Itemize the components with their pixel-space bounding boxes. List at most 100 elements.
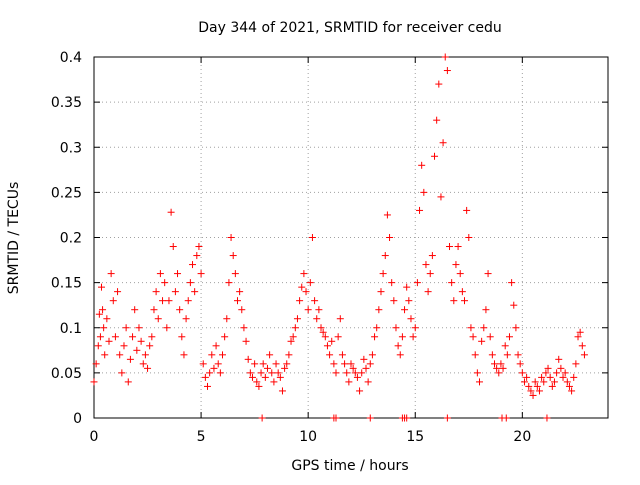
data-point: [576, 328, 584, 336]
data-point: [317, 324, 325, 332]
data-point: [401, 306, 409, 314]
data-point: [550, 378, 558, 386]
data-point: [420, 188, 428, 196]
data-point: [557, 364, 565, 372]
data-point: [538, 373, 546, 381]
data-point: [471, 351, 479, 359]
data-point: [553, 369, 561, 377]
data-point: [488, 351, 496, 359]
data-point: [446, 243, 454, 251]
data-point: [169, 243, 177, 251]
data-point: [105, 337, 113, 345]
data-point: [315, 306, 323, 314]
data-point: [283, 360, 291, 368]
data-point: [124, 378, 132, 386]
data-point: [323, 342, 331, 350]
data-point: [129, 333, 137, 341]
data-point: [392, 324, 400, 332]
data-point: [373, 324, 381, 332]
data-point: [398, 333, 406, 341]
data-point: [486, 333, 494, 341]
data-point: [193, 252, 201, 260]
data-point: [407, 315, 415, 323]
data-point: [437, 193, 445, 201]
data-point: [499, 364, 507, 372]
chart-title: Day 344 of 2021, SRMTID for receiver ced…: [198, 20, 501, 36]
data-point: [386, 234, 394, 241]
data-point: [439, 139, 447, 147]
data-point: [555, 355, 563, 363]
data-point: [338, 351, 346, 359]
data-point: [306, 279, 314, 287]
data-point: [219, 351, 226, 359]
data-point: [497, 360, 505, 368]
data-point: [568, 387, 576, 395]
data-point: [133, 346, 141, 354]
data-point: [319, 328, 327, 336]
data-point: [212, 342, 220, 350]
data-point: [336, 315, 344, 323]
data-point: [390, 297, 398, 305]
data-point: [461, 297, 469, 305]
data-point: [371, 333, 379, 341]
data-point: [330, 360, 338, 368]
zero-data-point: [502, 414, 510, 422]
data-point: [379, 270, 387, 278]
y-tick-label: 0.15: [51, 276, 82, 292]
data-point: [441, 53, 449, 61]
x-tick-label: 0: [90, 429, 99, 445]
data-point: [242, 337, 250, 345]
data-point: [480, 324, 488, 332]
data-point: [116, 351, 124, 359]
data-point: [463, 206, 471, 214]
data-point: [101, 351, 109, 359]
data-point: [238, 306, 246, 314]
y-tick-label: 0.4: [60, 50, 82, 66]
data-point: [450, 297, 458, 305]
data-point: [291, 324, 299, 332]
data-point: [266, 351, 274, 359]
data-point: [171, 288, 179, 296]
data-point: [229, 252, 237, 260]
data-point: [514, 351, 522, 359]
data-point: [381, 252, 389, 260]
data-point: [120, 342, 128, 350]
zero-data-point: [332, 414, 340, 422]
data-point: [343, 369, 351, 377]
data-point: [99, 306, 107, 314]
data-point: [122, 324, 130, 332]
data-point: [345, 378, 353, 386]
data-point: [257, 369, 265, 377]
data-point: [561, 369, 569, 377]
data-point: [542, 369, 550, 377]
data-point: [139, 360, 147, 368]
data-point: [94, 342, 102, 350]
data-point: [535, 387, 543, 395]
data-point: [467, 324, 475, 332]
data-point: [578, 342, 586, 350]
data-point: [328, 337, 336, 345]
data-point: [270, 378, 278, 386]
data-point: [396, 351, 404, 359]
data-point: [186, 279, 194, 287]
data-point: [191, 288, 199, 296]
data-point: [544, 364, 552, 372]
data-point: [510, 301, 518, 309]
data-point: [405, 297, 413, 305]
data-point: [476, 378, 483, 386]
data-point: [469, 333, 477, 341]
data-point: [394, 342, 402, 350]
data-point: [146, 342, 154, 350]
data-point: [255, 382, 263, 390]
data-point: [321, 333, 329, 341]
y-tick-label: 0.2: [60, 231, 82, 247]
data-point: [216, 369, 224, 377]
data-point: [501, 342, 509, 350]
data-point: [131, 306, 139, 314]
zero-data-point: [258, 414, 266, 422]
data-point: [285, 351, 293, 359]
data-point: [518, 369, 526, 377]
data-point: [107, 270, 115, 278]
data-point: [274, 369, 282, 377]
data-point: [529, 391, 537, 399]
